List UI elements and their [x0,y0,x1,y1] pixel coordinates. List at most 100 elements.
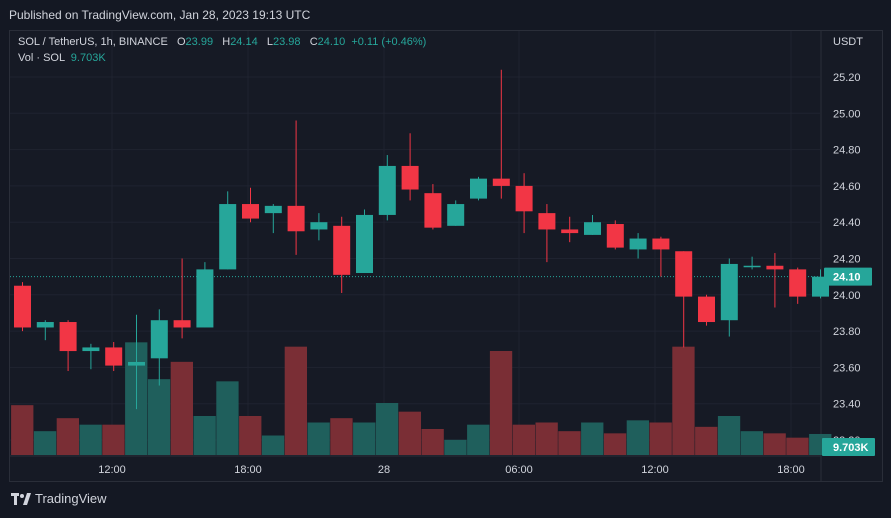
candle-body [14,285,31,328]
high-label: H [222,36,231,48]
volume-bar [672,346,695,455]
volume-bar [740,431,763,455]
high-value: 24.14 [230,36,258,48]
open-label: O [176,36,186,48]
close-value: 24.10 [317,36,346,48]
volume-bar [603,433,627,455]
candle-body [789,269,807,297]
time-tick-label: 18:00 [777,464,805,476]
symbol-label[interactable]: SOL / TetherUS, 1h, BINANCE [18,36,168,48]
volume-bar [170,361,193,455]
volume-bar [102,424,125,455]
volume-bar [763,433,786,455]
candle-body [584,222,601,235]
volume-bar [193,416,216,455]
volume-bar [375,403,399,455]
candle-body [698,296,715,323]
volume-legend: Vol · SOL 9.703K [18,51,106,66]
candle-body [82,347,100,352]
low-value: 23.98 [273,36,301,48]
time-tick-label: 28 [378,464,390,476]
volume-bar [695,426,718,455]
tradingview-logo-icon [11,492,31,505]
volume-bar [649,422,672,455]
time-tick-label: 12:00 [641,464,669,476]
candle-body [470,178,487,199]
volume-bar [11,405,34,455]
volume-bar [330,418,353,455]
volume-bar [626,420,649,455]
price-tick-label: 24.40 [833,217,861,229]
candle-body [128,361,145,366]
candle-body [675,251,693,297]
ohlc-legend: SOL / TetherUS, 1h, BINANCE O23.99 H24.1… [18,35,426,50]
candle-body [264,205,282,214]
candle-body [105,347,123,366]
volume-bar [307,422,330,455]
open-value: 23.99 [185,36,214,48]
volume-bar [558,431,581,455]
candle-body [561,229,579,234]
candle-body [59,322,77,352]
volume-bar [79,424,102,455]
candle-body [515,185,533,212]
currency-label: USDT [833,36,863,48]
candle-body [424,193,442,228]
candle-body [766,265,784,270]
volume-bar [489,351,513,455]
candle-body [196,269,214,328]
volume-bar [467,424,490,455]
candle-body [743,265,761,268]
volume-bar [535,422,558,455]
candle-body [150,320,168,359]
candle-body [242,204,259,219]
last-volume-tag-text: 9.703K [833,442,869,454]
candle-body [219,204,237,270]
volume-bar [444,439,467,455]
candle-body [356,214,373,274]
volume-bar [56,418,79,455]
price-tick-label: 24.80 [833,145,861,157]
volume-bar [33,431,57,455]
price-tick-label: 23.60 [833,362,861,374]
price-tick-label: 25.00 [833,108,861,120]
price-tick-label: 25.20 [833,72,861,84]
price-tick-label: 24.60 [833,181,861,193]
volume-bar [353,422,376,455]
change-value: +0.11 (+0.46%) [351,36,427,48]
close-label: C [309,36,318,48]
time-tick-label: 12:00 [98,464,126,476]
candle-body [629,238,647,250]
published-text: Published on TradingView.com, Jan 28, 20… [9,8,311,22]
candle-body [720,263,738,321]
volume-bar [239,416,262,455]
candle-body [333,225,351,275]
price-tick-label: 24.00 [833,290,861,302]
last-price-tag-text: 24.10 [833,272,861,284]
low-label: L [266,36,274,48]
candle-body [606,224,624,248]
time-tick-label: 06:00 [505,464,533,476]
volume-bar [512,424,535,455]
price-tick-label: 23.40 [833,399,861,411]
candle-body [652,238,670,250]
volume-value: 9.703K [70,52,106,64]
last-price-tag [824,267,872,286]
volume-bar [398,411,421,455]
candle-body [378,165,396,215]
volume-bar [147,379,171,455]
candle-body [401,165,419,190]
volume-bar [261,435,285,455]
candle-body [492,178,510,186]
candle-body [36,322,54,328]
volume-bar [421,429,444,455]
price-tick-label: 23.80 [833,326,861,338]
volume-bar [786,437,809,455]
volume-label[interactable]: Vol · SOL [18,52,65,64]
candle-body [310,222,328,230]
candle-body [538,213,556,230]
tradingview-logo[interactable]: TradingView [11,491,107,506]
published-banner: Published on TradingView.com, Jan 28, 20… [0,0,891,30]
brand-name: TradingView [35,491,107,506]
